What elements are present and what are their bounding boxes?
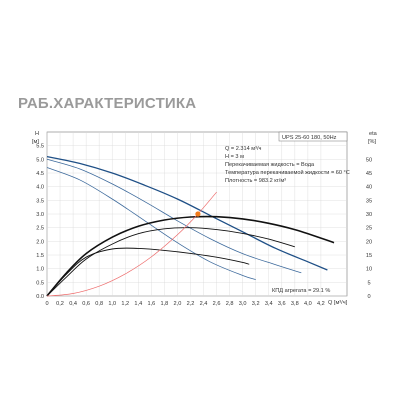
info-line-3: Температура перекачиваемой жидкости = 60…	[225, 169, 350, 176]
efficiency-label: КПД агрегата = 29.1 %	[272, 288, 330, 294]
x-tick-label: 2,6	[213, 301, 221, 307]
x-tick-label: 3,0	[239, 301, 247, 307]
y-tick-label-left: 5.5	[36, 144, 44, 150]
y-tick-label-left: 5.0	[36, 157, 44, 163]
y-tick-label-left: 0.0	[36, 294, 44, 300]
y-tick-label-right: 30	[366, 212, 372, 218]
x-tick-label: 0,8	[95, 301, 103, 307]
series-line-2	[46, 167, 256, 280]
y-tick-label-left: 3.0	[36, 212, 44, 218]
tick-layer: 0 0,2 0,4 0,6 0,8 1,0 1,2 1,4 1,6 1,8 2,0 2,2 2,4 2,6…	[36, 144, 372, 307]
x-tick-label: 2,8	[226, 301, 234, 307]
y-tick-label-left: 4.0	[36, 185, 44, 191]
model-label: UPS 25-60 180, 50Hz	[282, 135, 337, 141]
y-axis-left-title: H	[35, 131, 39, 137]
x-tick-label: 3,2	[252, 301, 260, 307]
y-tick-label-left: 1.0	[36, 267, 44, 273]
y-tick-label-left: 4.5	[36, 171, 44, 177]
x-tick-label: 0,2	[56, 301, 64, 307]
x-tick-label: 3,6	[278, 301, 286, 307]
series-line-1	[46, 158, 302, 274]
y-tick-label-right: 45	[366, 171, 372, 177]
y-tick-label-left: 0.5	[36, 280, 44, 286]
x-tick-label: 2,0	[174, 301, 182, 307]
y-axis-right-title: eta	[369, 131, 378, 137]
x-tick-label: 2,4	[200, 301, 208, 307]
series-line-3	[46, 215, 335, 297]
y-axis-right-unit: [%]	[368, 139, 377, 145]
y-tick-label-right: 35	[366, 198, 372, 204]
grid-layer	[46, 132, 347, 297]
info-line-4: Плотность = 983.2 кг/м³	[225, 178, 286, 184]
series-layer	[46, 155, 335, 297]
info-line-2: Перекачиваемая жидкость = Вода	[225, 162, 315, 168]
y-tick-label-right: 25	[366, 226, 372, 232]
y-tick-label-left: 1.5	[36, 253, 44, 259]
y-tick-label-right: 0	[367, 294, 370, 300]
y-tick-label-right: 40	[366, 185, 372, 191]
y-tick-label-right: 15	[366, 253, 372, 259]
y-tick-label-left: 2.5	[36, 226, 44, 232]
y-tick-label-left: 2.0	[36, 239, 44, 245]
duty-point-marker	[195, 211, 201, 217]
x-tick-label: 0,4	[69, 301, 77, 307]
x-tick-label: 2,2	[187, 301, 195, 307]
x-tick-label: 1,0	[108, 301, 116, 307]
x-tick-label: 4,2	[317, 301, 325, 307]
y-tick-label-right: 20	[366, 239, 372, 245]
y-tick-label-right: 10	[366, 267, 372, 273]
series-line-4	[46, 227, 295, 297]
x-tick-label: 1,6	[147, 301, 155, 307]
x-tick-label: 0,6	[82, 301, 90, 307]
y-axis-left-unit: [м]	[32, 139, 39, 145]
model-label-box	[278, 131, 348, 142]
y-tick-label-right: 5	[367, 280, 370, 286]
x-tick-label: 4,0	[304, 301, 312, 307]
x-tick-label: 0	[45, 301, 48, 307]
x-tick-label: 1,4	[134, 301, 142, 307]
x-tick-label: 3,8	[291, 301, 299, 307]
x-tick-label: 1,8	[161, 301, 169, 307]
series-line-0	[46, 155, 328, 271]
x-tick-label: 1,2	[121, 301, 129, 307]
page-title: РАБ.ХАРАКТЕРИСТИКА	[18, 95, 197, 112]
info-line-1: H = 3 м	[225, 154, 244, 160]
y-tick-label-left: 3.5	[36, 198, 44, 204]
y-tick-label-right: 50	[366, 157, 372, 163]
x-axis-title: Q [м³/ч]	[328, 300, 348, 306]
info-line-0: Q = 2.314 м³/ч	[225, 146, 262, 152]
series-line-5	[46, 247, 250, 297]
x-tick-label: 3,4	[265, 301, 273, 307]
